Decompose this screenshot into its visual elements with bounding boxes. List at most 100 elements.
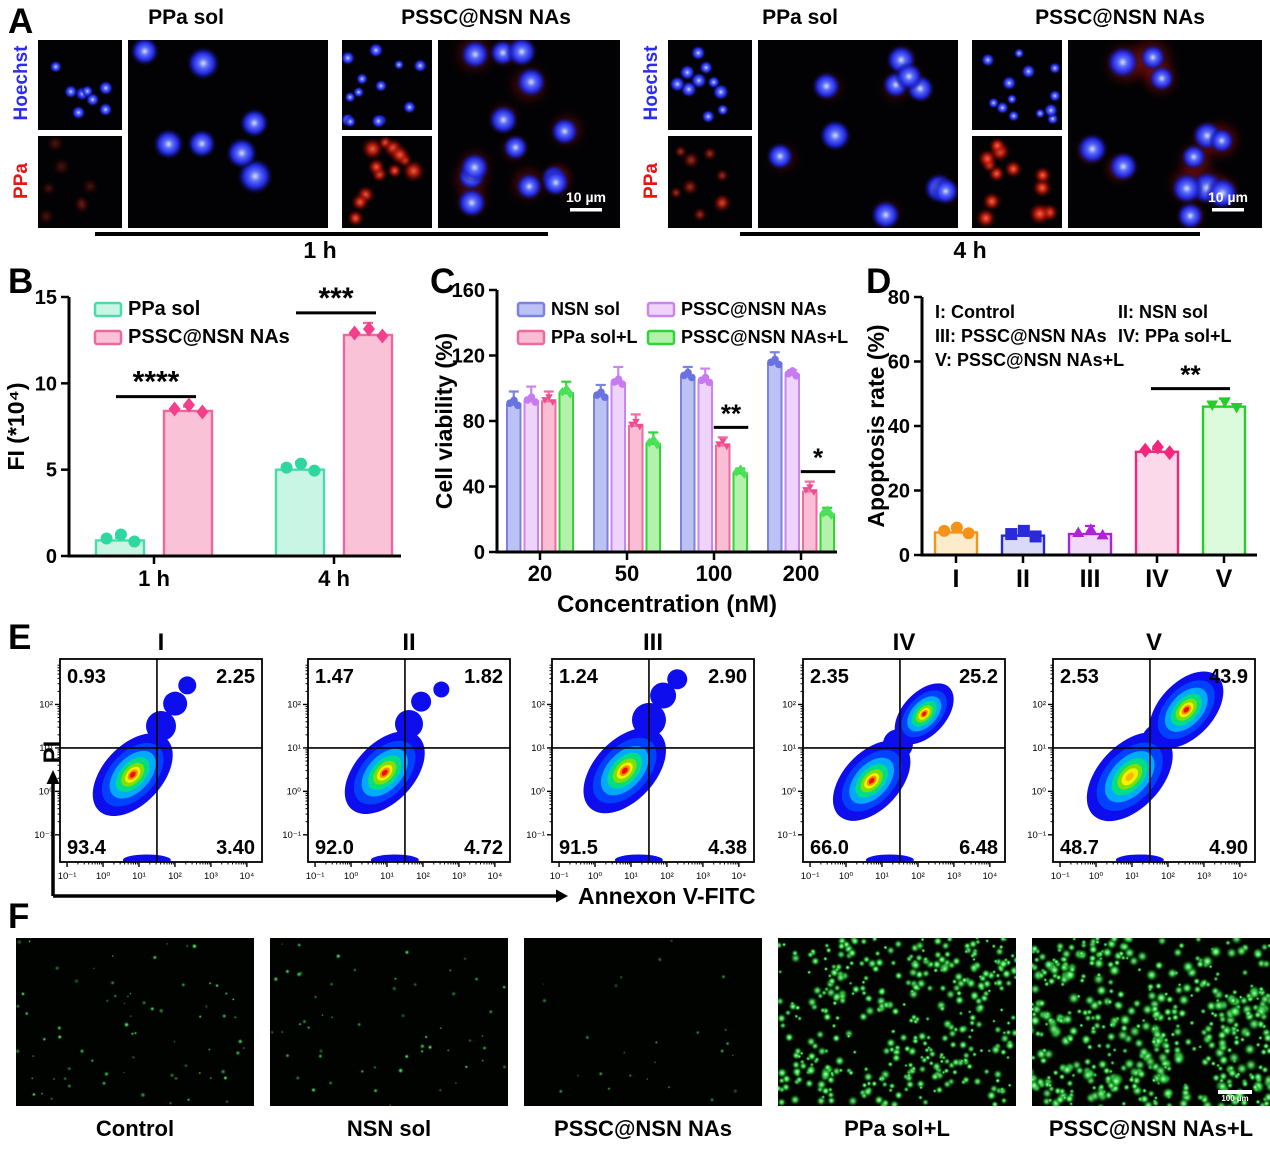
svg-text:10⁰: 10⁰ — [39, 786, 54, 797]
svg-text:20: 20 — [528, 561, 552, 586]
svg-text:III: III — [1080, 565, 1101, 593]
svg-text:10³: 10³ — [452, 871, 466, 882]
svg-text:4.38: 4.38 — [708, 837, 747, 859]
svg-text:10⁻¹: 10⁻¹ — [777, 830, 796, 841]
merged-image-4h-pssc: 10 µm — [1068, 40, 1262, 228]
svg-text:60: 60 — [888, 352, 910, 374]
svg-text:5: 5 — [46, 460, 57, 482]
svg-text:1.82: 1.82 — [464, 666, 503, 688]
flow-axis-arrows — [46, 770, 568, 903]
svg-text:10⁴: 10⁴ — [732, 871, 747, 882]
panel-a-letter: A — [8, 2, 34, 41]
svg-text:43.9: 43.9 — [1209, 666, 1248, 688]
svg-text:10⁻¹: 10⁻¹ — [801, 871, 820, 882]
svg-text:2.25: 2.25 — [216, 666, 255, 688]
svg-text:2.53: 2.53 — [1060, 666, 1099, 688]
svg-text:*: * — [813, 443, 824, 473]
svg-text:92.0: 92.0 — [315, 837, 354, 859]
svg-text:10⁻¹: 10⁻¹ — [34, 830, 53, 841]
f-image-nsn-sol — [270, 938, 508, 1106]
svg-text:10²: 10² — [660, 871, 674, 882]
group2-col2-header: PSSC@NSN NAs — [1035, 6, 1205, 29]
hoechst-image-4h-pssc — [972, 40, 1062, 130]
f-image-pssc-nsn-l: 100 µm — [1032, 938, 1270, 1106]
svg-text:10³: 10³ — [947, 871, 961, 882]
svg-text:15: 15 — [35, 287, 57, 309]
svg-text:III: PSSC@NSN NAs: III: PSSC@NSN NAs — [935, 326, 1107, 346]
group2-col1-header: PPa sol — [762, 6, 838, 29]
svg-text:10³: 10³ — [204, 871, 218, 882]
svg-text:10¹: 10¹ — [624, 871, 638, 882]
svg-text:10¹: 10¹ — [132, 871, 146, 882]
svg-text:200: 200 — [783, 561, 820, 586]
svg-text:10⁻¹: 10⁻¹ — [1051, 871, 1070, 882]
svg-text:80: 80 — [888, 287, 910, 309]
svg-text:10⁻¹: 10⁻¹ — [306, 871, 325, 882]
svg-text:10⁴: 10⁴ — [240, 871, 255, 882]
pi-axis-label: PI — [39, 740, 66, 764]
flow-plot-1: 10⁻¹ 10⁰ 10¹ 10² 10³ 10⁴ 10² 10¹ 10⁰ 10⁻¹ 0.93 2.25… — [34, 658, 263, 882]
svg-text:10 µm: 10 µm — [566, 189, 606, 205]
svg-text:4.72: 4.72 — [464, 837, 503, 859]
svg-text:1 h: 1 h — [138, 566, 170, 591]
svg-text:1.47: 1.47 — [315, 666, 354, 688]
svg-text:FI (*10⁴): FI (*10⁴) — [3, 382, 29, 470]
svg-text:10¹: 10¹ — [380, 871, 394, 882]
svg-text:II: NSN sol: II: NSN sol — [1118, 302, 1208, 322]
group1-col1-header: PPa sol — [148, 6, 224, 29]
ppa-image-4h-pssc — [972, 136, 1062, 228]
svg-text:**: ** — [1180, 360, 1201, 390]
svg-text:10⁻¹: 10⁻¹ — [58, 871, 77, 882]
panel-b-chart: 0 5 10 15 1 h 4 h FI (*10⁴) PPa sol PSSC@NSN NAs… — [3, 282, 401, 591]
svg-text:91.5: 91.5 — [559, 837, 598, 859]
svg-text:Apoptosis rate (%): Apoptosis rate (%) — [863, 324, 889, 527]
svg-text:120: 120 — [452, 346, 485, 368]
svg-text:Cell viability (%): Cell viability (%) — [431, 333, 457, 509]
svg-text:10¹: 10¹ — [531, 743, 545, 754]
svg-text:10⁻¹: 10⁻¹ — [1027, 830, 1046, 841]
svg-text:II: II — [1016, 565, 1030, 593]
svg-text:10¹: 10¹ — [287, 743, 301, 754]
svg-text:4 h: 4 h — [318, 566, 350, 591]
svg-text:IV: IV — [1145, 565, 1169, 593]
svg-text:10⁴: 10⁴ — [983, 871, 998, 882]
svg-text:10²: 10² — [531, 699, 545, 710]
svg-text:10¹: 10¹ — [875, 871, 889, 882]
annexin-axis-label: Annexon V-FITC — [578, 883, 756, 909]
svg-text:10²: 10² — [416, 871, 430, 882]
f-image-pssc-nsn — [524, 938, 762, 1106]
svg-text:1.24: 1.24 — [559, 666, 599, 688]
svg-text:10⁰: 10⁰ — [782, 786, 797, 797]
svg-text:10²: 10² — [168, 871, 182, 882]
svg-text:10⁻¹: 10⁻¹ — [526, 830, 545, 841]
svg-text:V: PSSC@NSN NAs+L: V: PSSC@NSN NAs+L — [935, 350, 1124, 370]
flow-title-5: V — [1145, 629, 1163, 656]
svg-text:4.90: 4.90 — [1209, 837, 1248, 859]
flow-title-2: II — [402, 629, 416, 656]
svg-text:10⁰: 10⁰ — [287, 786, 302, 797]
svg-text:10⁰: 10⁰ — [1089, 871, 1104, 882]
merged-image-1h-ppa — [128, 40, 328, 228]
time-label-1h: 1 h — [303, 237, 337, 263]
ppa-row-label: PPa — [11, 163, 32, 199]
svg-text:100 µm: 100 µm — [1221, 1094, 1248, 1103]
time-underline-1h — [95, 232, 548, 236]
f-label-control: Control — [95, 1116, 175, 1141]
svg-text:PSSC@NSN NAs: PSSC@NSN NAs — [681, 299, 827, 319]
svg-text:10⁴: 10⁴ — [488, 871, 503, 882]
svg-text:0: 0 — [474, 542, 485, 564]
svg-text:**: ** — [721, 398, 742, 428]
svg-text:10¹: 10¹ — [1032, 743, 1046, 754]
svg-text:10²: 10² — [911, 871, 925, 882]
svg-text:PPa sol: PPa sol — [128, 298, 200, 320]
panel-b-letter: B — [8, 262, 34, 301]
panel-d-letter: D — [866, 262, 892, 301]
svg-text:160: 160 — [452, 280, 485, 302]
flow-title-1: I — [157, 629, 165, 656]
svg-text:20: 20 — [888, 481, 910, 503]
svg-text:***: *** — [318, 282, 353, 315]
f-image-ppa-sol-l — [778, 938, 1016, 1106]
svg-text:10 µm: 10 µm — [1208, 189, 1248, 205]
svg-text:80: 80 — [463, 411, 485, 433]
